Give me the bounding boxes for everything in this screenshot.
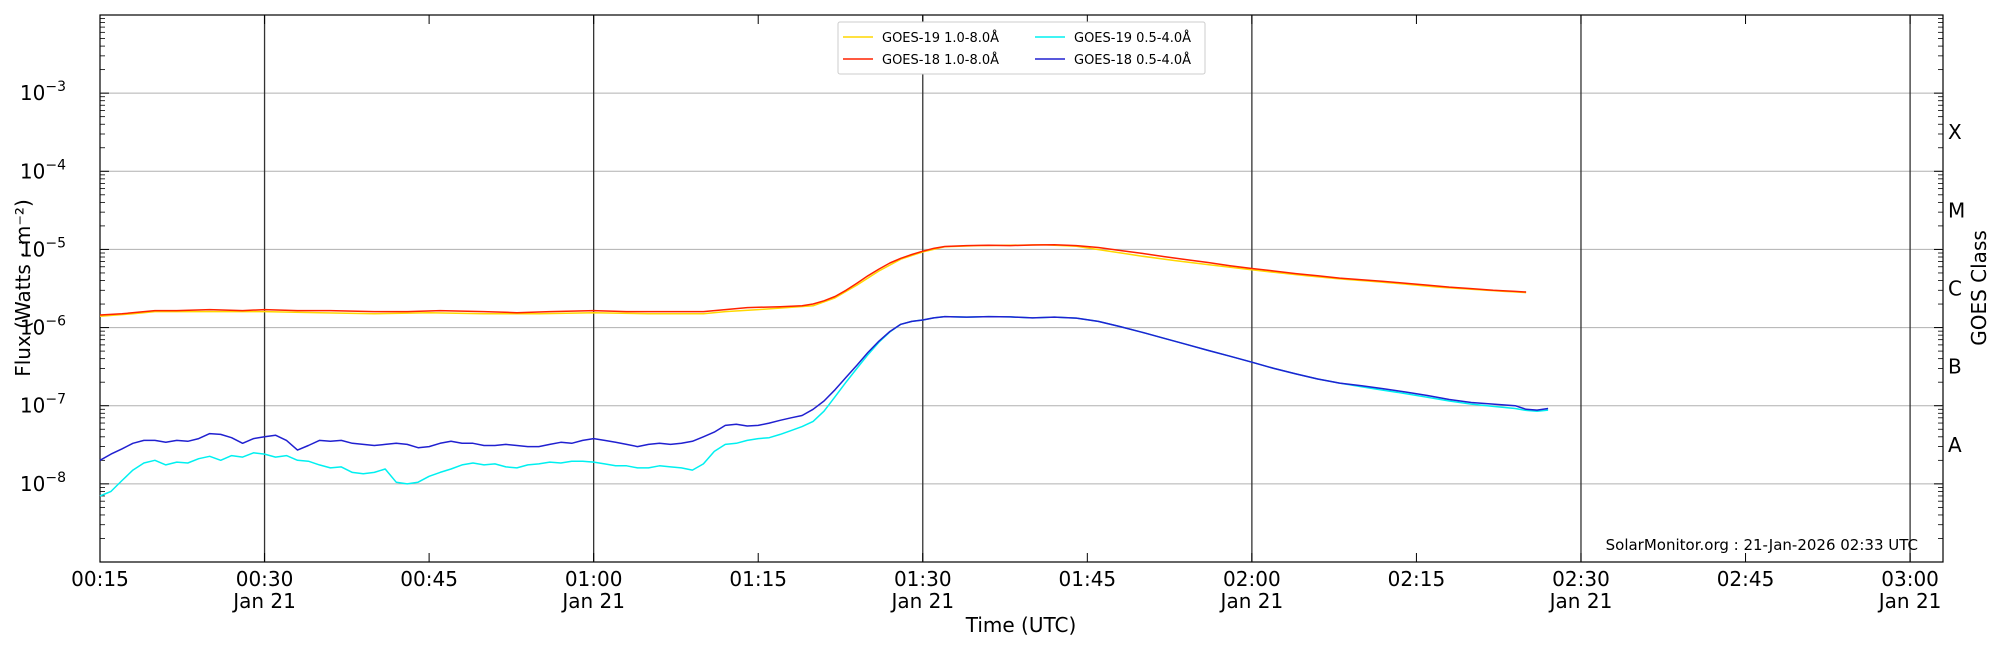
x-tick-label: 02:45: [1717, 567, 1775, 591]
legend-label-goes19-short: GOES-19 0.5-4.0Å: [1074, 30, 1191, 46]
x-tick-label: 02:15: [1388, 567, 1446, 591]
x-tick-label: 01:45: [1059, 567, 1117, 591]
goes-class-label: B: [1948, 355, 1962, 379]
series-line: [99, 243, 1527, 317]
x-tick-label: 00:30: [236, 567, 294, 591]
series-layer: [99, 243, 1549, 497]
legend-label-goes18-short: GOES-18 0.5-4.0Å: [1074, 52, 1191, 68]
x-tick-label: 01:00: [565, 567, 623, 591]
x-tick-label: 03:00: [1881, 567, 1939, 591]
series-line: [99, 315, 1549, 497]
x-tick-sublabel: Jan 21: [231, 589, 296, 613]
goes-class-label: M: [1948, 198, 1965, 222]
x-tick-sublabel: Jan 21: [1877, 589, 1942, 613]
goes-class-label: A: [1948, 433, 1962, 457]
legend: GOES-19 1.0-8.0Å GOES-18 1.0-8.0Å GOES-1…: [837, 21, 1206, 75]
x-tick-label: 00:45: [400, 567, 458, 591]
plot-frame: [99, 14, 1944, 563]
legend-label-goes19-long: GOES-19 1.0-8.0Å: [882, 30, 999, 46]
x-tick-label: 01:15: [729, 567, 787, 591]
x-tick-sublabel: Jan 21: [1219, 589, 1284, 613]
x-axis-title: Time (UTC): [965, 613, 1077, 637]
x-tick-sublabel: Jan 21: [1548, 589, 1613, 613]
x-tick-sublabel: Jan 21: [889, 589, 954, 613]
y-axis-title: Flux (Watts · m⁻²): [11, 199, 35, 377]
y-tick-label: 10−7: [20, 392, 66, 418]
x-tick-sublabel: Jan 21: [560, 589, 625, 613]
y-tick-label: 10−3: [20, 79, 66, 105]
x-tick-label: 02:30: [1552, 567, 1610, 591]
y-tick-label: 10−8: [20, 470, 66, 496]
goes-class-label: C: [1948, 277, 1962, 301]
grid-layer: [100, 15, 1943, 562]
legend-box: [837, 21, 1206, 75]
series-line: [99, 243, 1527, 316]
goes-class-label: X: [1948, 120, 1962, 144]
x-tick-label: 00:15: [71, 567, 129, 591]
y-tick-label: 10−4: [20, 157, 66, 183]
credit-text: SolarMonitor.org : 21-Jan-2026 02:33 UTC: [1606, 536, 1918, 554]
right-y-axis-title: GOES Class: [1967, 230, 1991, 346]
series-line: [99, 315, 1549, 461]
x-tick-label: 01:30: [894, 567, 952, 591]
x-tick-label: 02:00: [1223, 567, 1281, 591]
legend-label-goes18-long: GOES-18 1.0-8.0Å: [882, 52, 999, 68]
